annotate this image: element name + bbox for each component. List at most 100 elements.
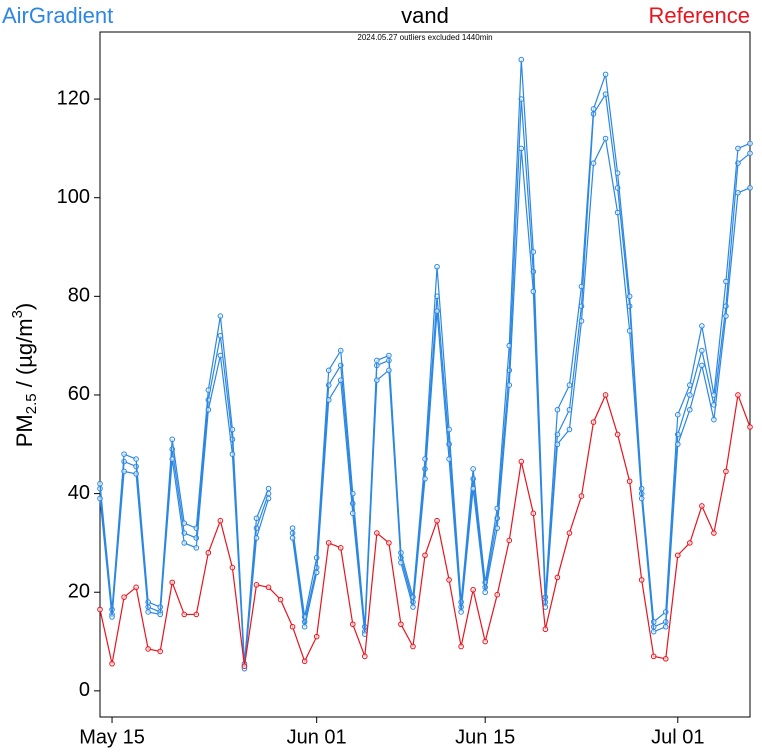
data-point [578,283,585,290]
data-point [145,646,151,652]
data-point [470,586,476,593]
data-point [626,478,633,485]
legend-label: AirGradient [2,3,113,28]
data-point [181,611,188,618]
chart-title: vand [401,3,449,28]
data-point [735,145,741,152]
data-point [590,106,597,112]
data-point [422,476,428,482]
data-point [530,249,537,255]
y-tick-label: 60 [68,383,90,405]
data-point [289,623,296,630]
data-point [747,185,753,191]
data-point [650,653,657,660]
data-point [181,520,188,526]
y-tick-label: 120 [57,87,90,109]
y-label-part: ) [12,303,37,310]
data-point [747,424,753,430]
y-label-sup: 3 [9,310,26,318]
data-point [711,530,717,536]
data-point [253,525,260,531]
data-point [554,406,561,413]
data-point [446,426,452,433]
data-point [301,658,308,665]
y-label-part: PM [12,414,37,447]
plot-frame [99,31,751,718]
data-point [337,347,344,354]
data-point [674,411,681,418]
data-point [530,510,537,517]
data-point [337,545,344,551]
data-point [699,323,705,329]
y-tick-label: 40 [68,482,90,504]
data-point [362,653,368,660]
data-point [157,611,163,618]
data-point [711,392,717,398]
data-point [193,545,200,551]
data-point [229,451,236,457]
series-line [99,59,751,664]
data-point [482,638,488,645]
data-point [229,564,236,571]
data-point [133,456,139,462]
data-point [349,621,356,628]
data-point [446,456,452,462]
data-point [374,530,380,536]
data-point [590,160,597,166]
data-point [723,468,729,475]
data-point [313,569,320,576]
data-point [145,599,151,605]
data-point [723,313,729,319]
data-point [494,525,501,531]
data-point [554,574,561,581]
data-point [626,293,633,300]
data-point [662,656,669,662]
data-point [674,552,681,559]
data-point [205,387,212,393]
data-point [747,150,753,157]
data-point [590,419,597,425]
data-point [434,517,440,524]
x-tick-label: May 15 [79,726,145,748]
data-point [458,609,464,615]
data-point [289,535,296,541]
data-point [253,535,260,541]
data-point [735,392,741,398]
data-point [566,426,573,433]
data-point [193,611,200,618]
data-point [747,140,753,147]
data-point [265,485,272,492]
data-point [374,357,380,364]
data-point [193,535,200,541]
data-point [494,591,501,598]
x-tick-label: Jun 01 [287,726,347,748]
data-point [434,308,440,314]
data-point [687,540,693,546]
data-point [181,540,188,546]
data-point [458,643,464,650]
legend-label: Reference [648,3,750,28]
data-point [253,582,260,588]
data-point [650,628,657,635]
data-point [446,577,452,583]
data-point [157,648,163,655]
data-point [687,382,693,388]
data-point [470,485,476,492]
data-point [386,367,392,374]
y-label-part: / (µg/m [12,318,37,393]
data-point [518,145,525,152]
chart-subtitle: 2024.05.27 outliers excluded 1440min [357,33,492,42]
data-point [699,347,705,354]
data-point [626,328,633,334]
data-point [614,170,621,176]
data-point [530,288,537,295]
data-point [121,451,127,457]
data-point [614,209,621,216]
data-point [121,594,127,600]
data-point [109,614,115,620]
y-axis-label: PM2.5 / (µg/m3) [9,303,40,448]
data-point [638,577,645,583]
data-point [169,579,176,586]
data-point [217,352,224,359]
data-point [97,480,103,487]
